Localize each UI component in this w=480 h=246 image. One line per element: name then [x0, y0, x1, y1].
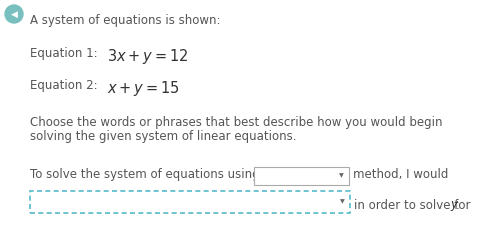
Text: solving the given system of linear equations.: solving the given system of linear equat… — [30, 130, 297, 143]
Text: ◀: ◀ — [11, 10, 17, 18]
Text: method, I would: method, I would — [353, 168, 448, 181]
Text: Equation 1:: Equation 1: — [30, 47, 101, 60]
Text: $y$: $y$ — [450, 199, 459, 213]
Text: A system of equations is shown:: A system of equations is shown: — [30, 14, 220, 27]
Text: $x + y = 15$: $x + y = 15$ — [107, 79, 180, 98]
Text: .: . — [456, 199, 460, 212]
Text: Equation 2:: Equation 2: — [30, 79, 101, 92]
Text: $3x + y = 12$: $3x + y = 12$ — [107, 47, 189, 66]
Text: To solve the system of equations using the: To solve the system of equations using t… — [30, 168, 283, 181]
FancyBboxPatch shape — [254, 167, 349, 185]
FancyBboxPatch shape — [30, 191, 350, 213]
Text: Choose the words or phrases that best describe how you would begin: Choose the words or phrases that best de… — [30, 116, 443, 129]
Text: ▼: ▼ — [338, 173, 343, 179]
Text: ▼: ▼ — [340, 200, 344, 204]
Circle shape — [5, 5, 23, 23]
Text: in order to solve for: in order to solve for — [354, 199, 474, 212]
